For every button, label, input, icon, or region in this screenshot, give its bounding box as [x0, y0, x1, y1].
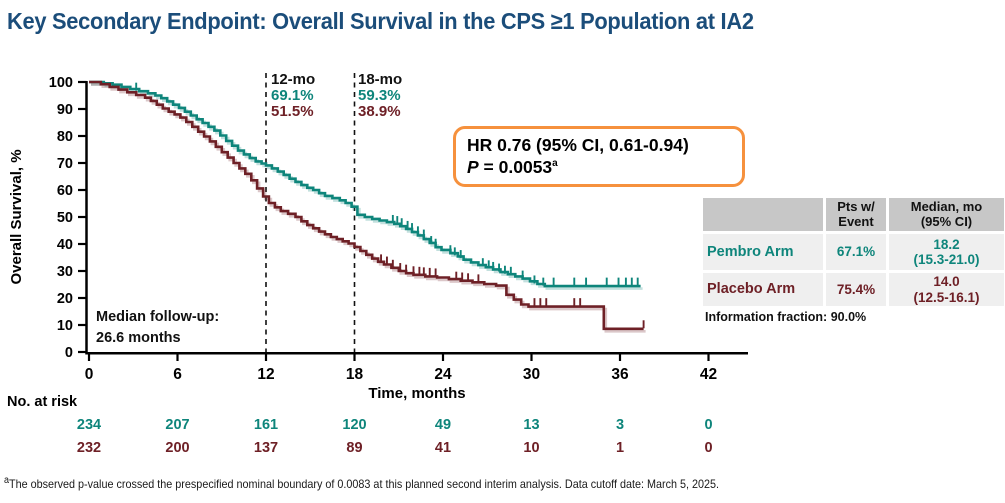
stats-row-pembro-name: Pembro Arm	[703, 234, 823, 270]
svg-text:24: 24	[434, 366, 452, 383]
svg-text:80: 80	[57, 129, 73, 145]
svg-text:100: 100	[49, 75, 73, 91]
x-axis-label: Time, months	[368, 385, 465, 402]
footnote: aThe observed p-value crossed the prespe…	[4, 475, 720, 492]
svg-text:30: 30	[523, 366, 540, 383]
p-italic: P	[467, 157, 479, 178]
y-axis-label: Overall Survival, %	[8, 149, 25, 284]
callout-12mo-pembro-rate: 69.1%	[271, 87, 314, 104]
risk-value: 13	[523, 417, 540, 433]
svg-text:42: 42	[700, 366, 717, 383]
risk-value: 120	[342, 417, 367, 433]
callout-12mo-label: 12-mo	[271, 71, 316, 88]
risk-value: 0	[704, 417, 713, 433]
svg-text:30: 30	[57, 264, 73, 280]
risk-value: 49	[434, 417, 452, 433]
svg-text:50: 50	[57, 210, 73, 226]
svg-text:90: 90	[57, 102, 73, 118]
risk-value: 200	[165, 440, 190, 456]
stats-header-empty	[703, 198, 823, 231]
risk-value: 1	[615, 440, 625, 456]
risk-value: 234	[76, 417, 102, 433]
dashed-timepoint-lines	[265, 73, 356, 352]
risk-value: 41	[434, 440, 452, 456]
risk-value: 232	[76, 440, 102, 456]
svg-text:6: 6	[173, 366, 182, 383]
callout-18mo-placebo-rate: 38.9%	[358, 103, 401, 120]
risk-value: 207	[165, 417, 190, 433]
stats-row-placebo-median: 14.0 (12.5-16.1)	[889, 273, 1004, 306]
number-at-risk-label: No. at risk	[7, 394, 78, 410]
svg-text:0: 0	[85, 366, 94, 383]
risk-value: 0	[704, 440, 713, 456]
p-value: = 0.0053	[478, 157, 553, 178]
axes: 0 10 20 30 40 50 60 70 80 90 100 0 6 12 18 24 30 36 42 Over…	[8, 75, 748, 402]
svg-text:10: 10	[57, 318, 73, 334]
callout-12mo-placebo-rate: 51.5%	[271, 103, 314, 120]
stats-row-pembro-median: 18.2 (15.3-21.0)	[889, 234, 1004, 270]
timepoint-callout-12mo: 12-mo 69.1% 51.5%	[271, 72, 315, 120]
risk-value: 89	[346, 440, 363, 456]
stats-header-median: Median, mo (95% CI)	[889, 198, 1004, 231]
page-title: Key Secondary Endpoint: Overall Survival…	[7, 8, 754, 34]
timepoint-callout-18mo: 18-mo 59.3% 38.9%	[358, 72, 402, 120]
series-placebo-arm	[89, 80, 646, 333]
series-pembro-arm	[89, 80, 643, 290]
summary-stats-table: Pts w/ Event Median, mo (95% CI) Pembro …	[703, 198, 1004, 306]
svg-text:60: 60	[57, 183, 73, 199]
risk-value: 3	[615, 417, 625, 433]
callout-18mo-label: 18-mo	[358, 71, 403, 88]
svg-text:18: 18	[346, 366, 364, 383]
svg-text:36: 36	[611, 366, 629, 383]
p-footnote-marker: a	[552, 158, 558, 170]
risk-value: 10	[523, 440, 540, 456]
p-value-line: P = 0.0053a	[467, 156, 731, 178]
stats-row-placebo-events: 75.4%	[826, 273, 886, 306]
footnote-text: The observed p-value crossed the prespec…	[9, 477, 720, 491]
information-fraction-note: Information fraction: 90.0%	[705, 310, 867, 324]
callout-18mo-pembro-rate: 59.3%	[358, 87, 401, 104]
risk-value: 137	[253, 440, 279, 456]
footnote-marker: a	[4, 475, 10, 486]
hazard-ratio-box: HR 0.76 (95% CI, 0.61-0.94) P = 0.0053a	[453, 126, 745, 187]
median-followup-note: Median follow-up: 26.6 months	[96, 307, 219, 349]
svg-text:12: 12	[257, 366, 274, 383]
svg-text:70: 70	[57, 156, 73, 172]
hazard-ratio-text: HR 0.76 (95% CI, 0.61-0.94)	[467, 135, 689, 155]
median-followup-line2: 26.6 months	[96, 330, 181, 346]
stats-header-events: Pts w/ Event	[826, 198, 886, 231]
risk-value: 161	[253, 417, 279, 433]
svg-text:20: 20	[57, 291, 73, 307]
km-survival-chart: 0 10 20 30 40 50 60 70 80 90 100 0 6 12 18 24 30 36 42 Over…	[8, 73, 748, 402]
svg-text:0: 0	[65, 345, 73, 361]
stats-row-pembro-events: 67.1%	[826, 234, 886, 270]
stats-row-placebo-name: Placebo Arm	[703, 273, 823, 306]
svg-text:40: 40	[57, 237, 73, 253]
median-followup-line1: Median follow-up:	[96, 309, 220, 325]
